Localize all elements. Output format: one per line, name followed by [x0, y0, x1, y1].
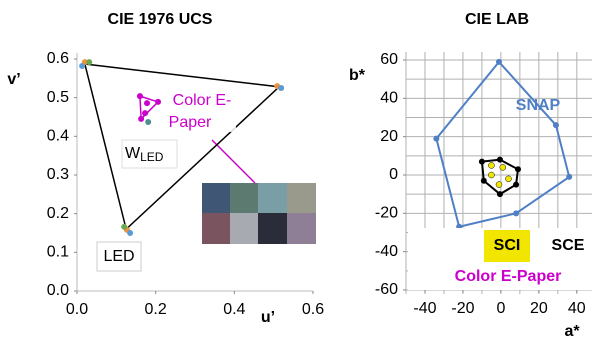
x-tick-label: 0.4	[223, 301, 245, 318]
y-tick-label: 0.2	[47, 205, 69, 222]
y-tick-label: 0.5	[47, 89, 69, 106]
figure: 0.0 0.2 0.4 0.6 0.0 0.1 0.2 0.3 0.4 0.5 0.6 CIE 197…	[0, 0, 598, 344]
y-tick-label: -60	[375, 281, 398, 298]
y-tick-label: 0.1	[47, 244, 69, 261]
point	[553, 122, 559, 128]
gamut-outline	[482, 160, 518, 195]
point	[500, 164, 506, 170]
x-tick-label: 0.6	[302, 301, 324, 318]
point	[121, 224, 127, 230]
point	[488, 172, 494, 178]
point	[513, 182, 519, 188]
point	[145, 119, 151, 125]
x-tick-label: 40	[568, 300, 586, 317]
series-label: SCI	[494, 237, 521, 254]
x-tick-label: 20	[530, 300, 548, 317]
annotation: Paper	[169, 114, 212, 131]
x-axis-label: u’	[261, 309, 275, 326]
x-tick-label: 0.0	[66, 301, 88, 318]
point	[481, 178, 487, 184]
point	[433, 136, 439, 142]
point	[505, 176, 511, 182]
y-tick-label: 0.6	[47, 50, 69, 67]
point	[79, 63, 85, 69]
point	[155, 99, 161, 105]
point	[479, 159, 485, 165]
point	[138, 116, 144, 122]
x-axis-label: a*	[564, 323, 580, 340]
annotation: Color E-	[173, 92, 232, 109]
series-label: SNAP	[516, 97, 561, 114]
label-main: W	[125, 145, 141, 162]
point	[497, 191, 503, 197]
annotation: Color E-Paper	[455, 268, 562, 285]
chart-title: CIE LAB	[465, 11, 529, 28]
x-tick-label: 0.2	[145, 301, 167, 318]
point	[278, 85, 284, 91]
point	[566, 174, 572, 180]
y-tick-label: 0.0	[47, 282, 69, 299]
point	[86, 59, 92, 65]
point	[144, 100, 150, 106]
y-tick-label: 60	[380, 51, 398, 68]
point	[142, 110, 148, 116]
point	[497, 157, 503, 163]
point	[137, 93, 143, 99]
point	[496, 182, 502, 188]
point	[488, 162, 494, 168]
y-axis-label: v’	[7, 71, 20, 88]
gamut-outline	[140, 96, 158, 119]
gamut-outline	[436, 62, 569, 227]
point	[515, 166, 521, 172]
callout-line	[212, 140, 255, 183]
chart-title: CIE 1976 UCS	[108, 11, 213, 28]
swatches	[202, 183, 316, 244]
point	[127, 230, 133, 236]
point	[513, 210, 519, 216]
y-tick-label: -20	[375, 205, 398, 222]
y-tick-label: 0.3	[47, 166, 69, 183]
y-tick-label: 20	[380, 128, 398, 145]
y-tick-label: -40	[375, 243, 398, 260]
y-tick-label: 0.4	[47, 128, 69, 145]
y-tick-label: 40	[380, 90, 398, 107]
x-tick-label: -20	[451, 300, 474, 317]
x-tick-label: -40	[413, 300, 436, 317]
point	[496, 59, 502, 65]
y-tick-label: 0	[389, 166, 398, 183]
x-tick-label: 0	[496, 300, 505, 317]
series-label: LED	[103, 248, 134, 265]
series-label: SCE	[552, 237, 585, 254]
label-sub: LED	[140, 150, 164, 164]
y-axis-label: b*	[349, 67, 366, 84]
